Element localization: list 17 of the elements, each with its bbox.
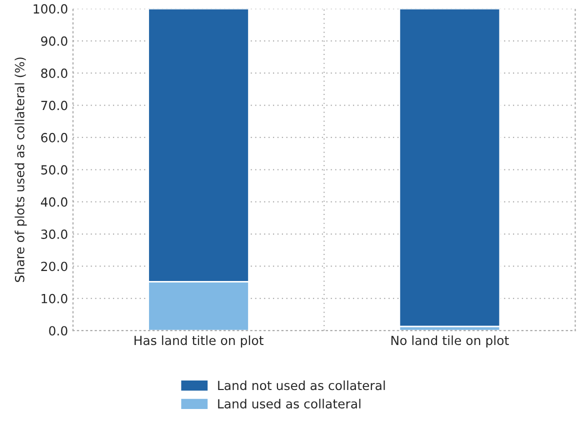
y-tick-label: 80.0 [41,68,68,78]
legend-label: Land not used as collateral [218,380,385,390]
y-tick-label: 100.0 [34,4,68,14]
y-tick-label: 10.0 [42,294,68,304]
y-tick-label: 50.0 [41,165,68,175]
x-tick-label: No land tile on plot [391,335,509,348]
legend-label: Land used as collateral [218,398,360,408]
y-tick-label: 90.0 [41,36,68,46]
y-tick-label: 0.0 [49,326,68,336]
y-tick-label: 40.0 [40,197,68,207]
y-tick-label: 60.0 [41,132,68,142]
y-axis-title: Share of plots used as collateral (%) [14,58,27,282]
y-tick-label: 70.0 [41,100,68,110]
x-tick-label: Has land title on plot [134,335,264,348]
y-tick-label: 20.0 [41,262,68,272]
y-tick-label: 30.0 [41,230,68,239]
bar [398,8,501,328]
